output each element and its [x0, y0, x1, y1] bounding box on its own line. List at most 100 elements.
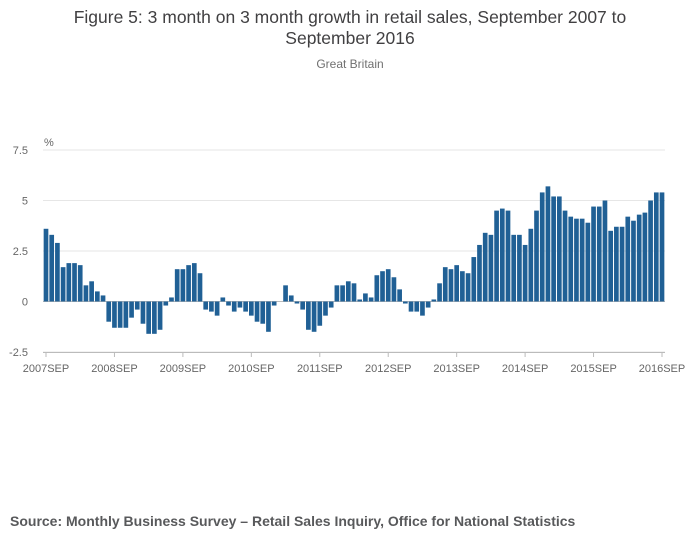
y-tick-label: 7.5 [13, 145, 28, 157]
x-tick-label: 2011SEP [297, 363, 343, 375]
bar [591, 206, 596, 302]
bar [328, 301, 334, 308]
bar [391, 277, 397, 302]
x-tick-label: 2014SEP [502, 363, 548, 375]
bar [579, 218, 585, 302]
bar [123, 301, 129, 328]
bar [505, 210, 511, 302]
bar [454, 265, 460, 302]
bar [112, 301, 117, 328]
bar [414, 301, 420, 312]
x-tick-label: 2008SEP [91, 363, 137, 375]
bar [442, 267, 448, 302]
y-tick-label: 5 [22, 196, 28, 208]
bar [174, 269, 180, 302]
bar [648, 200, 653, 302]
bar [534, 210, 539, 302]
bar [226, 301, 231, 306]
bar [619, 226, 625, 302]
x-tick-label: 2016SEP [639, 363, 685, 375]
x-tick-label: 2015SEP [570, 363, 616, 375]
bar [585, 222, 591, 302]
chart-title: Figure 5: 3 month on 3 month growth in r… [0, 7, 700, 49]
bar [482, 232, 488, 302]
bar [380, 271, 385, 302]
bar [636, 214, 642, 302]
bar [374, 275, 380, 302]
bar [357, 299, 363, 302]
bar [351, 283, 357, 302]
x-tick-label: 2009SEP [160, 363, 206, 375]
y-tick-label: 2.5 [13, 246, 28, 258]
bar [437, 283, 442, 302]
bar [402, 301, 408, 304]
bar [574, 218, 579, 302]
chart-subtitle: Great Britain [316, 57, 384, 71]
bar [106, 301, 112, 322]
bar [214, 301, 220, 316]
bar [260, 301, 266, 324]
bar [169, 297, 174, 302]
bar [254, 301, 260, 322]
bar [653, 192, 659, 302]
chart-title-line-2: September 2016 [285, 28, 415, 48]
bar [300, 301, 306, 310]
bar [94, 291, 100, 302]
x-tick-label: 2013SEP [433, 363, 479, 375]
bar [551, 196, 556, 302]
bar [385, 269, 391, 302]
source-note: Source: Monthly Business Survey – Retail… [10, 513, 576, 529]
bar [180, 269, 186, 302]
x-tick-label: 2007SEP [23, 363, 69, 375]
x-tick-label: 2012SEP [365, 363, 411, 375]
axes: 7.5 5 2.5 0 -2.5% 2007SEP 2008SEP 2009SEP 2010SE… [9, 137, 685, 375]
bar [72, 263, 77, 302]
bar [659, 192, 665, 302]
bar [231, 301, 237, 312]
bar [266, 301, 271, 332]
bar [499, 208, 505, 302]
bar [522, 244, 528, 302]
bar [460, 271, 465, 302]
bar [163, 301, 169, 306]
bar [425, 301, 431, 308]
bar [146, 301, 152, 334]
bar [334, 285, 340, 302]
chart-title-line-1: Figure 5: 3 month on 3 month growth in r… [73, 7, 627, 27]
bar [186, 265, 191, 302]
bar [539, 192, 545, 302]
bar [89, 281, 94, 302]
bar [368, 297, 374, 302]
y-tick-label: -2.5 [9, 347, 28, 359]
bar [545, 186, 551, 302]
bar [117, 301, 123, 328]
bar [271, 301, 277, 306]
bar [43, 228, 49, 302]
bar-series [43, 186, 665, 334]
bar [66, 263, 72, 302]
bar [49, 234, 55, 302]
bar [465, 273, 471, 302]
y-tick-label: 0 [22, 297, 28, 309]
bar [237, 301, 243, 308]
bar [556, 196, 562, 302]
bar [140, 301, 146, 324]
bar [431, 299, 437, 302]
bar [511, 234, 517, 302]
bar [209, 301, 214, 312]
x-tick-label: 2010SEP [228, 363, 274, 375]
bar [129, 301, 134, 318]
bar [494, 210, 499, 302]
bar [397, 289, 402, 302]
bar [642, 212, 648, 302]
bar [614, 226, 619, 302]
bar [471, 257, 477, 302]
bar [152, 301, 157, 334]
bar [306, 301, 311, 330]
y-axis-label: % [44, 137, 54, 149]
bar [568, 216, 574, 302]
bar [528, 228, 534, 302]
bar [517, 234, 522, 302]
bar [345, 281, 351, 302]
